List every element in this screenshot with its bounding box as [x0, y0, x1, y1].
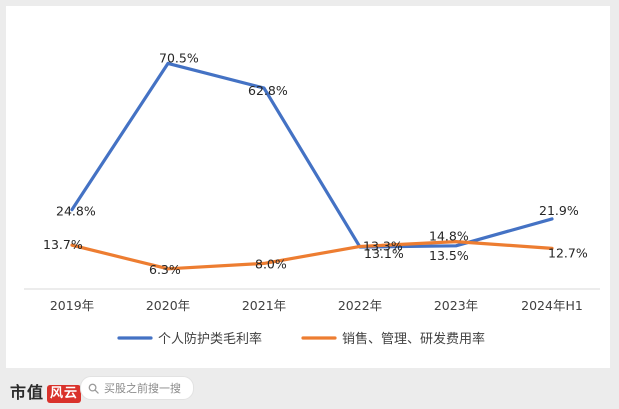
data-label: 8.0% [255, 256, 287, 271]
series-line-1 [70, 61, 554, 249]
search-box[interactable]: 买股之前搜一搜 [80, 376, 194, 400]
x-tick-label: 2020年 [146, 298, 190, 313]
x-tick-label: 2019年 [50, 298, 94, 313]
legend-label: 销售、管理、研发费用率 [342, 331, 485, 347]
data-label: 70.5% [159, 50, 199, 65]
brand-text: 市值 [10, 383, 45, 402]
search-icon [88, 383, 99, 394]
data-label: 24.8% [56, 204, 96, 219]
x-tick-label: 2022年 [338, 298, 382, 313]
data-label: 13.3% [363, 238, 403, 253]
footer-bar: 市值 风云 买股之前搜一搜 [0, 370, 619, 409]
data-label: 13.1% [364, 246, 404, 261]
chart-card: 2019年 2020年 2021年 2022年 2023年 2024年H1 24.8% 70.… [6, 6, 610, 368]
data-label: 6.3% [149, 262, 181, 277]
data-label: 13.7% [43, 237, 83, 252]
legend-label: 个人防护类毛利率 [158, 331, 262, 347]
x-tick-label: 2023年 [434, 298, 478, 313]
data-label: 13.5% [429, 248, 469, 263]
search-placeholder: 买股之前搜一搜 [104, 382, 181, 395]
brand-seal: 风云 [47, 385, 82, 403]
data-label: 14.8% [429, 229, 469, 244]
brand-logo: 市值 风云 [10, 379, 82, 403]
series-line-2 [70, 240, 554, 271]
line-chart: 2019年 2020年 2021年 2022年 2023年 2024年H1 24.8% 70.… [24, 50, 600, 347]
x-tick-label: 2021年 [242, 298, 286, 313]
data-label: 62.8% [248, 83, 288, 98]
data-label: 21.9% [539, 203, 579, 218]
data-label: 12.7% [548, 245, 588, 260]
x-tick-label: 2024年H1 [521, 298, 583, 313]
